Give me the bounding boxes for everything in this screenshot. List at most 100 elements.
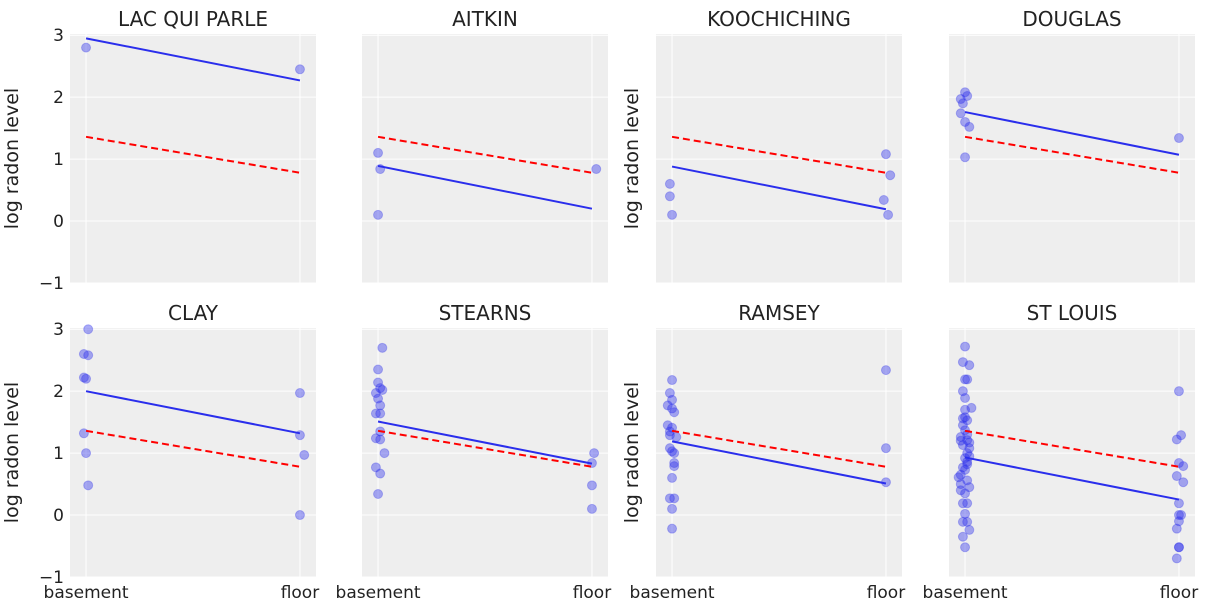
xtick-label: basement: [44, 583, 129, 603]
data-point: [373, 147, 384, 158]
data-point: [669, 493, 680, 504]
data-point: [667, 375, 678, 386]
data-point: [78, 349, 89, 360]
panel-background: [70, 34, 316, 283]
data-point: [960, 152, 971, 163]
ytick-label: −1: [39, 568, 64, 588]
data-point: [957, 498, 968, 509]
data-point: [957, 516, 968, 527]
ytick-label: 3: [53, 320, 64, 340]
data-point: [1173, 458, 1184, 469]
panel-title: CLAY: [168, 301, 219, 325]
pooled-fit-line: [85, 429, 301, 468]
data-point: [667, 403, 678, 414]
data-point: [962, 90, 973, 101]
data-point: [962, 516, 973, 527]
data-point: [379, 448, 390, 459]
data-point: [669, 448, 680, 459]
data-point: [667, 209, 678, 220]
pooled-fit-line: [964, 429, 1180, 468]
data-point: [1173, 510, 1184, 521]
data-point: [83, 350, 94, 361]
data-point: [586, 503, 597, 514]
data-point: [1171, 553, 1182, 564]
data-point: [664, 493, 675, 504]
data-point: [375, 468, 386, 479]
data-point: [964, 437, 975, 448]
data-point: [962, 374, 973, 385]
data-point: [299, 449, 310, 460]
data-point: [1173, 133, 1184, 144]
y-axis-label: log radon level: [1, 88, 23, 229]
xtick-label: floor: [1160, 583, 1199, 603]
ytick-label: 3: [53, 26, 64, 46]
panel-title: DOUGLAS: [1022, 7, 1121, 31]
data-point: [370, 462, 381, 473]
panel-clay: −1 0 1 2 3 basement floor CLAY log radon level: [1, 301, 319, 603]
y-axis-label: log radon level: [621, 88, 643, 229]
data-point: [883, 209, 894, 220]
data-point: [1173, 542, 1184, 553]
xtick-label: basement: [923, 583, 1008, 603]
data-point: [1173, 516, 1184, 527]
data-point: [375, 400, 386, 411]
data-point: [667, 523, 678, 534]
data-point: [589, 448, 600, 459]
panel-douglas: DOUGLAS: [949, 7, 1195, 284]
panel-background: [656, 328, 902, 577]
data-point: [373, 393, 384, 404]
data-point: [375, 383, 386, 394]
y-axis-label: log radon level: [621, 382, 643, 523]
data-point: [373, 489, 384, 499]
data-point: [81, 373, 92, 384]
panel-background: [949, 34, 1195, 283]
county-fit-line: [377, 420, 593, 465]
data-point: [960, 488, 971, 499]
county-fit-line: [85, 390, 301, 435]
data-point: [880, 149, 891, 160]
ytick-label: 0: [53, 506, 64, 526]
data-point: [373, 377, 384, 388]
pooled-fit-line: [85, 135, 301, 174]
data-point: [960, 508, 971, 519]
data-point: [669, 461, 680, 472]
data-point: [960, 374, 971, 385]
pooled-fit-line: [377, 429, 593, 468]
ytick-label: 0: [53, 212, 64, 232]
data-point: [964, 443, 975, 454]
data-point: [377, 384, 388, 395]
data-point: [955, 469, 966, 480]
data-point: [960, 87, 971, 98]
data-point: [78, 372, 89, 383]
data-point: [373, 364, 384, 375]
data-point: [964, 482, 975, 493]
pooled-fit-line: [671, 135, 887, 174]
data-point: [960, 542, 971, 553]
ytick-label: 1: [53, 150, 64, 170]
data-point: [957, 420, 968, 431]
panel-title: AITKIN: [452, 7, 518, 31]
data-point: [81, 448, 92, 459]
xtick-label: floor: [867, 583, 906, 603]
panel-background: [656, 34, 902, 283]
panel-title: RAMSEY: [738, 301, 820, 325]
xtick-label: basement: [630, 583, 715, 603]
county-fit-line: [85, 37, 301, 82]
data-point: [966, 402, 977, 413]
data-point: [957, 386, 968, 397]
ytick-label: 2: [53, 382, 64, 402]
panel-background: [362, 328, 608, 577]
data-point: [667, 472, 678, 483]
data-point: [964, 524, 975, 535]
data-point: [586, 480, 597, 491]
xtick-label: floor: [281, 583, 320, 603]
data-point: [370, 388, 381, 399]
panel-st-louis: basement floor ST LOUIS: [923, 301, 1199, 603]
ytick-label: 1: [53, 444, 64, 464]
data-point: [957, 98, 968, 109]
county-fit-line: [964, 111, 1180, 156]
panel-background: [362, 34, 608, 283]
data-point: [1173, 542, 1184, 553]
data-point: [664, 178, 675, 189]
